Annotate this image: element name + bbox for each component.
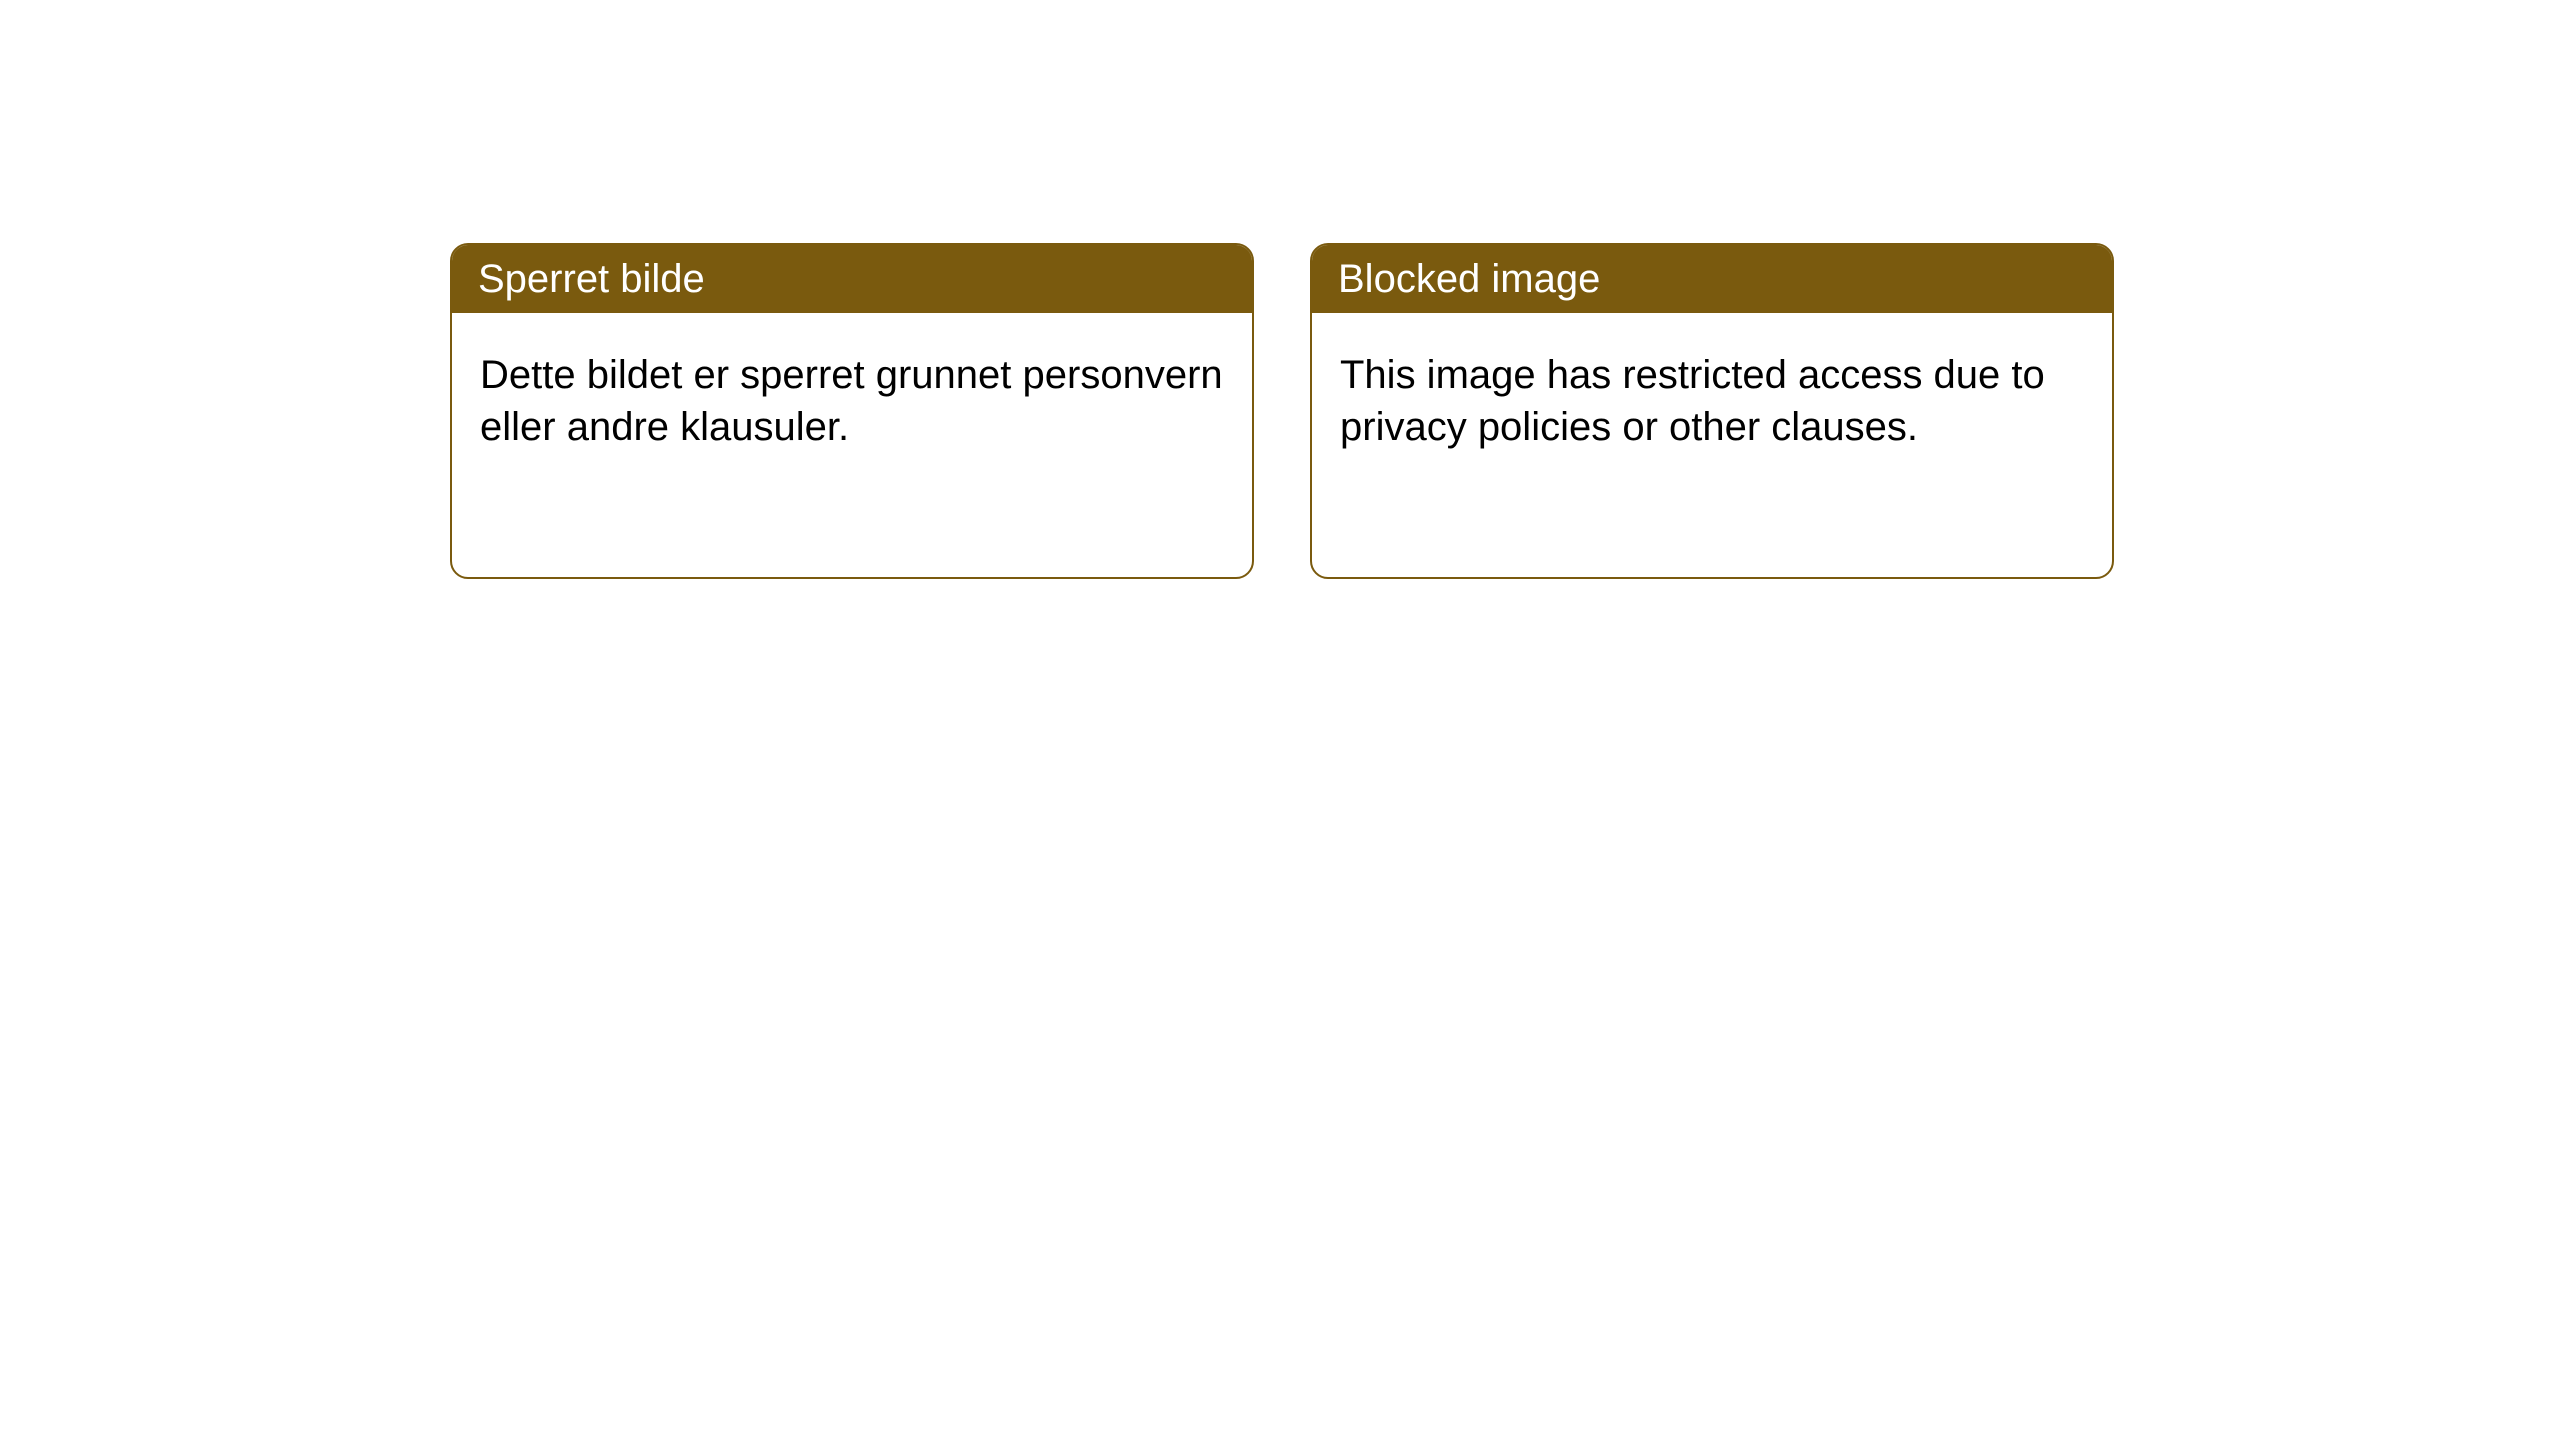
- card-body-text: Dette bildet er sperret grunnet personve…: [452, 313, 1252, 489]
- notice-container: Sperret bilde Dette bildet er sperret gr…: [0, 0, 2560, 579]
- notice-card-english: Blocked image This image has restricted …: [1310, 243, 2114, 579]
- card-title: Blocked image: [1312, 245, 2112, 313]
- card-title: Sperret bilde: [452, 245, 1252, 313]
- notice-card-norwegian: Sperret bilde Dette bildet er sperret gr…: [450, 243, 1254, 579]
- card-body-text: This image has restricted access due to …: [1312, 313, 2112, 489]
